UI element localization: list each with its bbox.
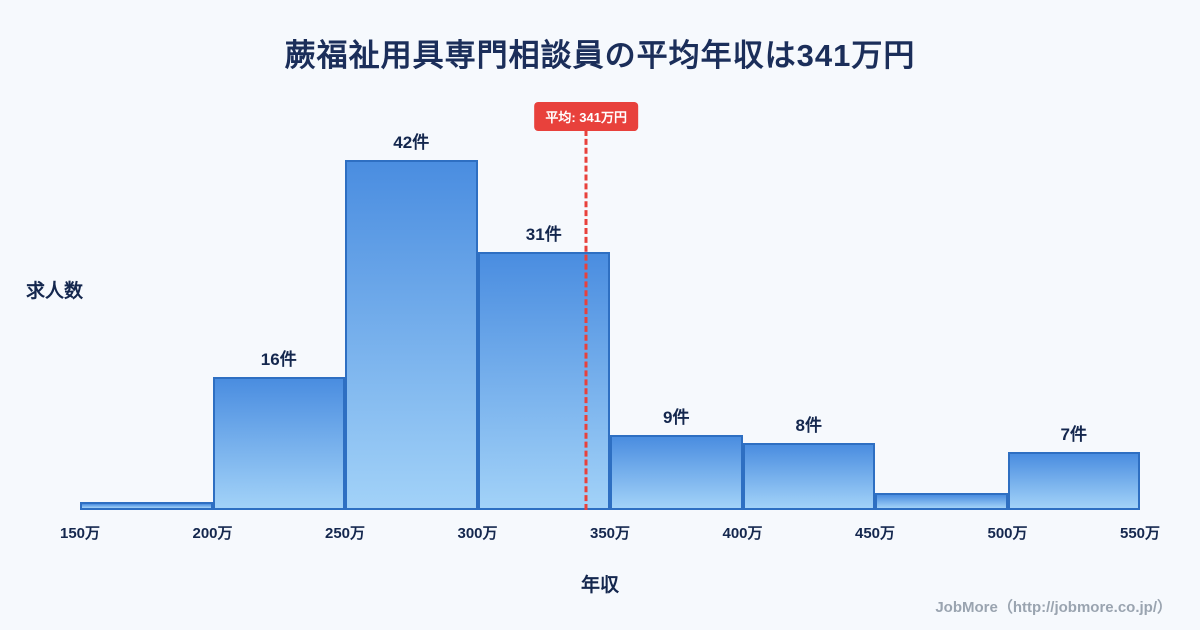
- x-tick-label: 250万: [324, 525, 366, 542]
- bar-count-label: 9件: [663, 408, 690, 427]
- chart-title: 蕨福祉用具専門相談員の平均年収は341万円: [284, 38, 916, 73]
- histogram-bar: [742, 443, 875, 510]
- histogram-bar: [345, 160, 478, 510]
- histogram-bar: [212, 376, 345, 510]
- bar-count-label: 42件: [393, 133, 430, 152]
- x-axis-ticks: 150万 200万 250万 300万 350万 400万 450万 500万 550万: [0, 522, 1200, 548]
- x-tick-label: 450万: [854, 525, 896, 542]
- bar-count-label: 8件: [795, 416, 822, 436]
- bar-count-label: 31件: [525, 224, 562, 244]
- x-axis-label: 年収: [580, 575, 619, 596]
- average-badge: 平均: 341万円: [534, 102, 638, 131]
- histogram-bar: [610, 435, 743, 510]
- histogram-bar: [1007, 451, 1140, 510]
- average-line: [584, 130, 588, 510]
- x-tick-label: 350万: [589, 525, 631, 542]
- plot-area: 16件 42件 31件 9件 8件 7件: [80, 133, 1140, 510]
- x-tick-label: 400万: [722, 525, 763, 542]
- bar-count-label: 16件: [260, 349, 297, 369]
- x-tick-label: 200万: [192, 525, 233, 542]
- y-axis-label: 求人数: [26, 281, 84, 302]
- histogram-bar: [80, 501, 213, 510]
- footer-credit: JobMore（http://jobmore.co.jp/）: [935, 599, 1172, 616]
- histogram-bar: [477, 251, 610, 510]
- x-tick-label: 150万: [59, 525, 101, 542]
- histogram-bar: [875, 493, 1008, 510]
- x-tick-label: 300万: [457, 525, 498, 542]
- x-tick-label: 500万: [987, 525, 1028, 542]
- x-tick-label: 550万: [1119, 525, 1161, 542]
- bar-count-label: 7件: [1060, 424, 1087, 444]
